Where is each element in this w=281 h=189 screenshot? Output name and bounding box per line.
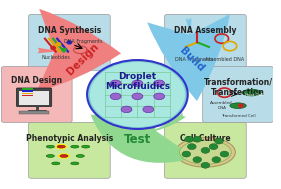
Text: Host Cell: Host Cell [245, 93, 264, 97]
Text: Assembled
DNA: Assembled DNA [210, 101, 233, 110]
Ellipse shape [110, 93, 121, 100]
Circle shape [193, 136, 201, 142]
Ellipse shape [176, 137, 235, 167]
Text: Build: Build [178, 45, 206, 73]
Ellipse shape [132, 80, 143, 87]
Circle shape [67, 41, 72, 44]
Bar [22, 90, 33, 92]
FancyBboxPatch shape [203, 67, 273, 122]
Text: Phenotypic Analysis: Phenotypic Analysis [26, 134, 113, 143]
Circle shape [201, 162, 210, 168]
FancyBboxPatch shape [29, 14, 110, 70]
Ellipse shape [76, 155, 84, 157]
Circle shape [201, 147, 210, 153]
FancyBboxPatch shape [19, 91, 49, 105]
Text: Assembled DNA: Assembled DNA [205, 57, 244, 62]
Bar [22, 93, 33, 94]
Circle shape [209, 144, 218, 150]
Bar [22, 95, 33, 96]
Text: DNA Fragments: DNA Fragments [175, 57, 214, 62]
Circle shape [185, 136, 193, 142]
Ellipse shape [154, 80, 165, 87]
Circle shape [62, 48, 66, 51]
Circle shape [187, 144, 196, 150]
Ellipse shape [180, 140, 231, 164]
Ellipse shape [132, 93, 143, 100]
Text: Design: Design [65, 41, 101, 77]
Circle shape [212, 157, 221, 163]
FancyBboxPatch shape [165, 14, 246, 70]
Text: Test: Test [124, 133, 151, 146]
Ellipse shape [57, 145, 65, 148]
Text: Transformed Cell: Transformed Cell [221, 114, 255, 118]
Circle shape [182, 151, 191, 157]
Circle shape [90, 62, 185, 127]
Bar [22, 88, 33, 90]
Ellipse shape [230, 103, 246, 108]
Text: DNA Synthesis: DNA Synthesis [38, 26, 101, 35]
Ellipse shape [46, 145, 55, 148]
Ellipse shape [46, 155, 55, 157]
Text: DNA Assembly: DNA Assembly [174, 26, 237, 35]
Bar [19, 111, 49, 114]
Circle shape [56, 43, 61, 46]
Ellipse shape [71, 145, 79, 148]
Text: Droplet
Microfluidics: Droplet Microfluidics [105, 72, 170, 91]
Circle shape [87, 60, 188, 129]
Ellipse shape [82, 145, 90, 148]
Circle shape [193, 157, 201, 163]
Ellipse shape [121, 106, 132, 113]
Text: DNA Design: DNA Design [11, 76, 62, 85]
Ellipse shape [143, 106, 154, 113]
FancyBboxPatch shape [165, 122, 246, 178]
Ellipse shape [71, 162, 79, 165]
Text: Cell Culture: Cell Culture [180, 134, 231, 143]
Text: DNA Fragments: DNA Fragments [64, 39, 102, 44]
FancyBboxPatch shape [29, 122, 110, 178]
Text: Transformation/
Transfection: Transformation/ Transfection [203, 78, 273, 97]
Ellipse shape [52, 162, 60, 165]
Ellipse shape [110, 80, 121, 87]
FancyBboxPatch shape [16, 88, 52, 107]
FancyBboxPatch shape [1, 67, 72, 122]
Text: Nucleotides: Nucleotides [41, 55, 70, 60]
Ellipse shape [154, 93, 165, 100]
Circle shape [220, 151, 229, 157]
Circle shape [239, 104, 243, 107]
Ellipse shape [60, 155, 68, 157]
Circle shape [51, 46, 55, 50]
Circle shape [215, 138, 223, 144]
Ellipse shape [242, 89, 261, 96]
